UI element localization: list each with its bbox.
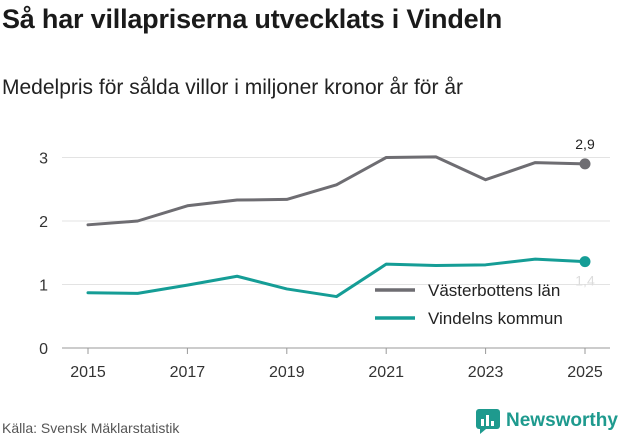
chart-subtitle: Medelpris för sålda villor i miljoner kr… — [2, 76, 463, 99]
legend-label: Vindelns kommun — [428, 309, 563, 328]
brand-name: Newsworthy — [506, 410, 618, 431]
y-tick-label: 3 — [39, 151, 48, 168]
y-tick-label: 2 — [39, 214, 48, 231]
line-chart: 0 1 2 3 2015 2017 2019 2021 2023 2025 2,9 1,4 Väster… — [39, 136, 610, 381]
y-tick-label: 0 — [39, 341, 48, 358]
x-tick-label: 2019 — [269, 364, 305, 381]
x-tick-label: 2015 — [70, 364, 106, 381]
series-line — [86, 155, 587, 227]
bar-chart-logo-icon — [476, 409, 500, 434]
x-tick-label: 2017 — [170, 364, 206, 381]
x-tick-label: 2023 — [468, 364, 504, 381]
series-end-label: 2,9 — [575, 136, 595, 152]
brand-logo: Newsworthy — [475, 408, 618, 434]
y-tick-label: 1 — [39, 278, 48, 295]
series-line — [86, 257, 587, 299]
source-note: Källa: Svensk Mäklarstatistik — [2, 420, 180, 436]
series-end-label: 1,4 — [575, 273, 595, 289]
x-tick-label: 2025 — [567, 364, 603, 381]
series-end-point — [579, 256, 591, 268]
legend-label: Västerbottens län — [428, 281, 560, 300]
chart-title: Så har villapriserna utvecklats i Vindel… — [2, 4, 503, 34]
series-end-point — [579, 158, 591, 170]
x-tick-label: 2021 — [368, 364, 404, 381]
